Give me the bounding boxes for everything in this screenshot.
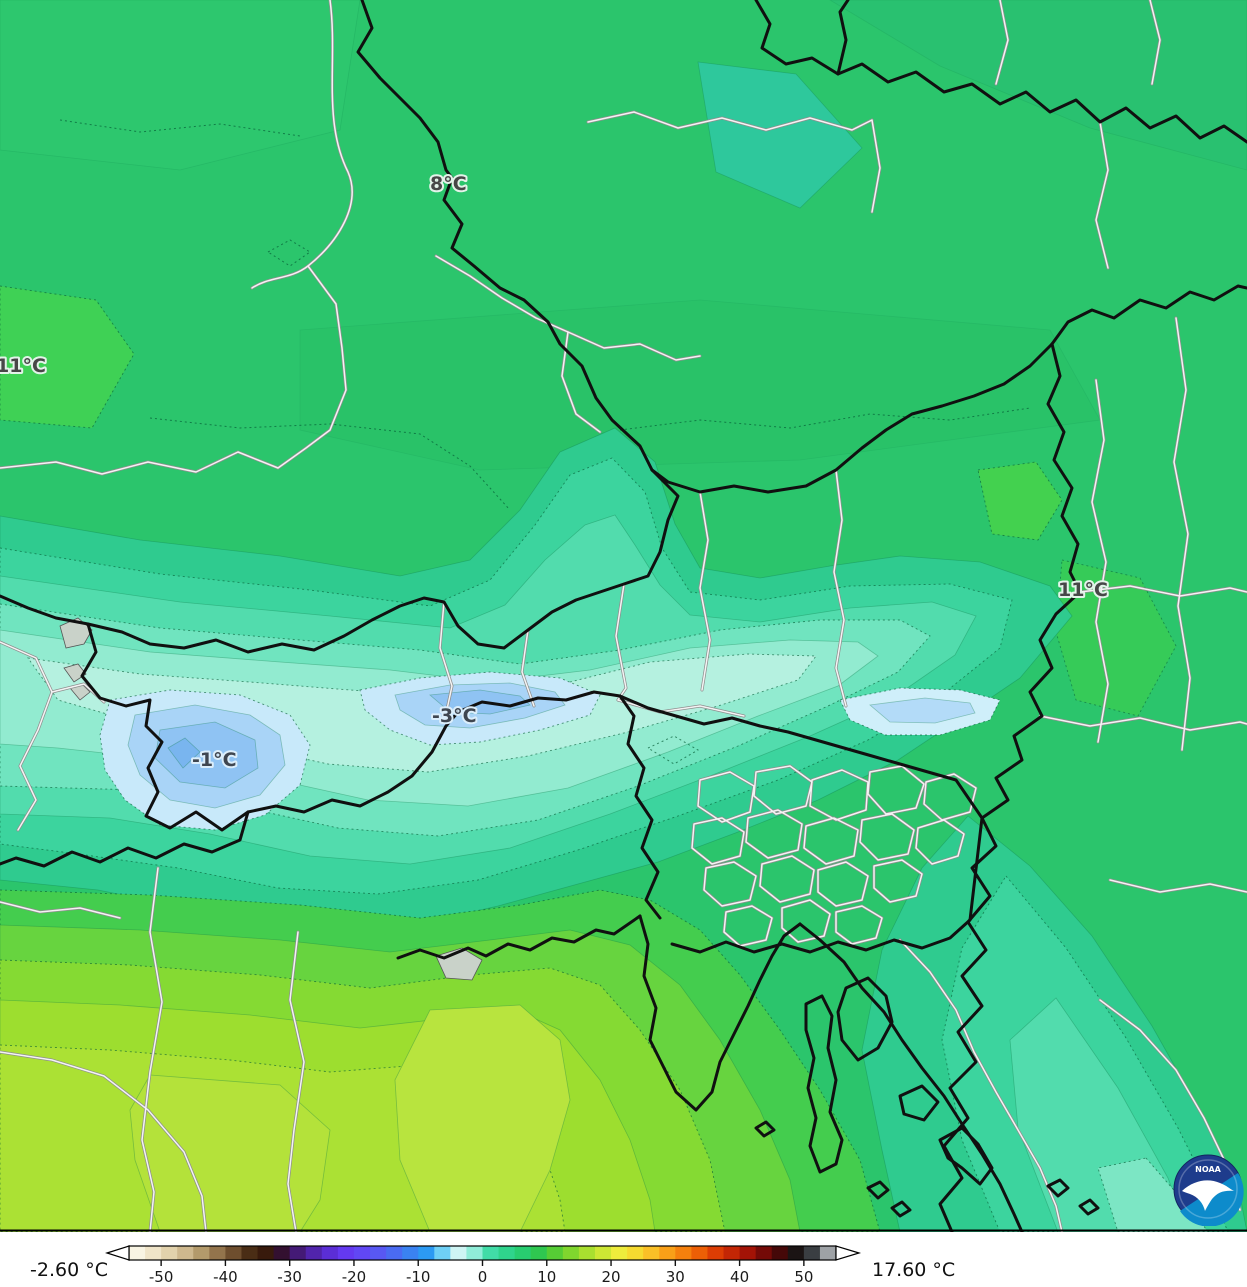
country-borders (0, 0, 1247, 1232)
colorbar-tick-label: 20 (601, 1268, 620, 1286)
colorbar-segment (257, 1246, 275, 1260)
colorbar-segment (418, 1246, 435, 1260)
south-warm-bands (0, 889, 881, 1232)
cold-core-patches (99, 671, 1001, 831)
colorbar-segment (386, 1246, 403, 1260)
colorbar-segment (578, 1246, 596, 1260)
colorbar-segment (643, 1246, 660, 1260)
temp-label: 8°C (430, 173, 467, 195)
colorbar-segment (145, 1246, 162, 1260)
colorbar-segment (370, 1246, 387, 1260)
colorbar-segment (193, 1246, 210, 1260)
colorbar-segment (739, 1246, 757, 1260)
colorbar-min-value: -2.60 °C (30, 1259, 108, 1281)
colorbar-segment (675, 1246, 692, 1260)
colorbar-tick-label: 0 (478, 1268, 488, 1286)
temperature-labels: 8°C 11°C 11°C -3°C -1°C (0, 171, 1110, 773)
colorbar-segment (691, 1246, 709, 1260)
colorbar-segment (771, 1246, 789, 1260)
noaa-logo-text: NOAA (1195, 1165, 1221, 1174)
lakes (59, 617, 483, 981)
temp-label: -1°C (192, 749, 237, 771)
colorbar-tick-label: 10 (537, 1268, 556, 1286)
map-area: 8°C 11°C 11°C -3°C -1°C (0, 0, 1247, 1232)
colorbar-segment (273, 1246, 291, 1260)
colorbar-segment (305, 1246, 323, 1260)
colorbar-segment (466, 1246, 484, 1260)
colorbar-segment (594, 1246, 612, 1260)
noaa-logo: NOAA (1173, 1154, 1244, 1226)
colorbar-tick-label: 30 (666, 1268, 685, 1286)
temp-label: -3°C (432, 705, 477, 727)
colorbar-segment (353, 1246, 371, 1260)
colorbar-segment (177, 1246, 194, 1260)
colorbar-tick-label: 40 (730, 1268, 749, 1286)
colorbar-segment (321, 1246, 339, 1260)
colorbar-segment (514, 1246, 532, 1260)
colorbar-segment (611, 1246, 628, 1260)
colorbar-segment (803, 1246, 821, 1260)
colorbar-segment (289, 1246, 307, 1260)
colorbar-segment (546, 1246, 564, 1260)
colorbar-tick-label: -20 (342, 1268, 367, 1286)
colorbar-segment (755, 1246, 773, 1260)
colorbar-segment (225, 1246, 243, 1260)
colorbar-segment (627, 1246, 644, 1260)
colorbar-tick-label: 50 (794, 1268, 813, 1286)
colorbar-segment (129, 1246, 146, 1260)
colorbar-segment (241, 1246, 259, 1260)
colorbar-segment (161, 1246, 178, 1260)
colorbar-segment (819, 1246, 837, 1260)
temp-label: 11°C (1058, 579, 1108, 601)
colorbar-left-arrow (105, 1245, 130, 1261)
colorbar-segment (434, 1246, 451, 1260)
colorbar-segment (337, 1246, 355, 1260)
colorbar-segment (562, 1246, 580, 1260)
colorbar-segment (498, 1246, 516, 1260)
colorbar-right-arrow (835, 1245, 862, 1261)
colorbar-segment (723, 1246, 741, 1260)
colorbar-segment (530, 1246, 548, 1260)
colorbar-segment (659, 1246, 676, 1260)
colorbar-tick-label: -10 (406, 1268, 431, 1286)
colorbar-tick-label: -40 (213, 1268, 238, 1286)
colorbar: -50 -40 -30 -20 -10 0 10 20 30 40 50 (105, 1245, 862, 1286)
colorbar-segment (209, 1246, 227, 1260)
colorbar-max-value: 17.60 °C (872, 1259, 956, 1281)
colorbar-segment (450, 1246, 468, 1260)
colorbar-segment (482, 1246, 500, 1260)
colorbar-tick-label: -50 (149, 1268, 174, 1286)
colorbar-segment (707, 1246, 725, 1260)
colorbar-segment (787, 1246, 805, 1260)
temp-label: 11°C (0, 355, 46, 377)
contour-dashes (59, 119, 1031, 765)
north-shade-patches (0, 0, 1247, 717)
temperature-map: 8°C 11°C 11°C -3°C -1°C (0, 0, 1247, 1232)
colorbar-tick-label: -30 (277, 1268, 302, 1286)
colorbar-segment (402, 1246, 419, 1260)
